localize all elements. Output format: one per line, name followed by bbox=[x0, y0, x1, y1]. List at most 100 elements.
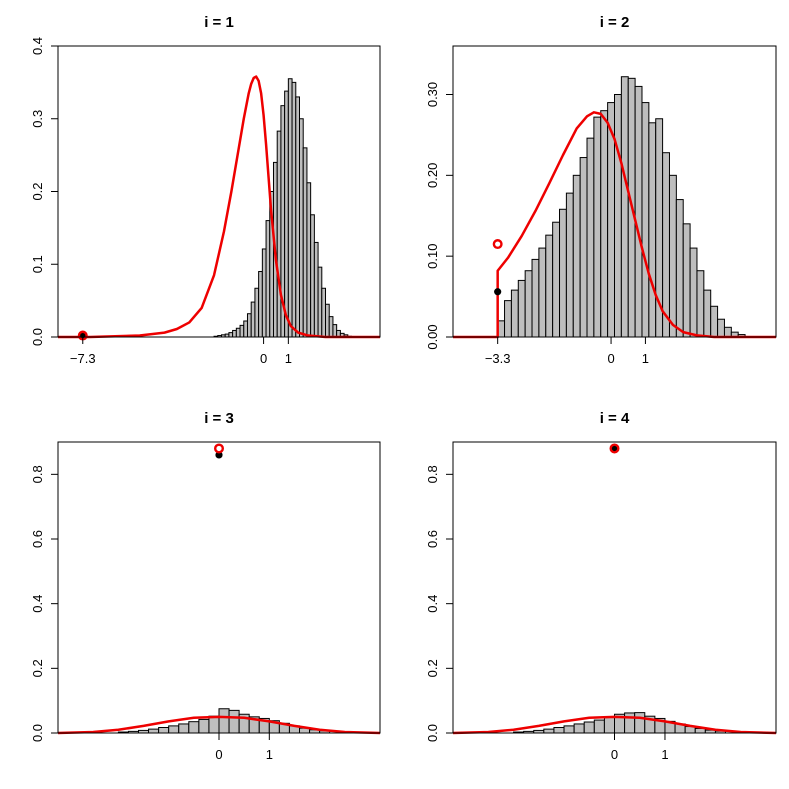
panel-title: i = 1 bbox=[204, 14, 234, 31]
panel-title: i = 3 bbox=[204, 410, 234, 427]
y-tick-label: 0.4 bbox=[425, 595, 440, 613]
histogram-bar bbox=[553, 727, 565, 734]
histogram-bar bbox=[232, 329, 237, 338]
histogram-bar bbox=[228, 709, 240, 734]
histogram-bar bbox=[276, 130, 282, 338]
histogram-bar bbox=[682, 223, 691, 338]
y-tick-label: 0.8 bbox=[30, 465, 45, 483]
x-tick-label: 1 bbox=[285, 351, 292, 366]
histogram-bar bbox=[559, 208, 567, 338]
histogram-bar bbox=[302, 147, 308, 338]
histogram-bar bbox=[178, 723, 190, 734]
histogram-bar bbox=[332, 324, 338, 338]
x-tick-label: 1 bbox=[266, 747, 273, 762]
histogram-bar bbox=[306, 182, 312, 338]
histogram-bar bbox=[703, 289, 712, 338]
histogram-bar bbox=[168, 725, 180, 734]
histogram-bar bbox=[600, 110, 609, 338]
histogram-bar bbox=[624, 712, 636, 734]
histogram-bar bbox=[552, 221, 561, 338]
point-mass-red-circle bbox=[213, 443, 224, 454]
histogram-bar bbox=[543, 728, 555, 734]
histogram-bar bbox=[321, 287, 327, 338]
histogram-bar bbox=[250, 301, 256, 338]
x-tick-label: −3.3 bbox=[485, 351, 511, 366]
panel-title: i = 4 bbox=[600, 410, 630, 427]
histogram-bar bbox=[565, 192, 574, 338]
x-tick-label: 0 bbox=[607, 351, 614, 366]
density-curve bbox=[58, 75, 380, 339]
histogram-bar bbox=[696, 270, 705, 338]
histogram-bar bbox=[641, 102, 650, 338]
histogram-bar bbox=[572, 174, 581, 338]
histogram-bar bbox=[563, 725, 575, 734]
histogram-bar bbox=[310, 214, 315, 338]
density-curve bbox=[452, 715, 777, 735]
plot-frame bbox=[452, 441, 777, 734]
histogram-bar bbox=[208, 715, 220, 734]
y-tick-label: 0.2 bbox=[30, 182, 45, 200]
histogram-bar bbox=[668, 174, 677, 338]
histogram-bar bbox=[593, 116, 602, 338]
histogram-bar bbox=[538, 247, 547, 338]
histogram-bar bbox=[620, 76, 629, 338]
y-tick-label: 0.00 bbox=[425, 324, 440, 349]
histogram-bar bbox=[723, 326, 732, 338]
histogram-bar bbox=[614, 94, 622, 338]
panel-4: 0.0 0.2 0.4 0.6 0.8 0 1 i = 4 bbox=[425, 410, 777, 762]
histogram-bar bbox=[593, 719, 605, 734]
histogram-bar bbox=[675, 199, 684, 338]
x-tick-label: −7.3 bbox=[70, 351, 96, 366]
y-tick-label: 0.4 bbox=[30, 37, 45, 55]
panel-1: 0.0 0.1 0.2 0.3 0.4 −7.3 0 1 i = 1 bbox=[30, 14, 381, 366]
y-tick-label: 0.0 bbox=[425, 724, 440, 742]
plot-frame bbox=[57, 441, 381, 734]
histogram-bar bbox=[545, 234, 554, 338]
histogram-bar bbox=[583, 721, 595, 734]
y-tick-label: 0.2 bbox=[425, 659, 440, 677]
plot-frame bbox=[452, 45, 777, 338]
histogram-bar bbox=[573, 723, 585, 734]
histogram-bar bbox=[295, 96, 300, 338]
histogram-bar bbox=[662, 152, 670, 338]
x-tick-label: 1 bbox=[661, 747, 668, 762]
point-mass-red-circle bbox=[492, 239, 503, 250]
point-mass-black-dot bbox=[494, 288, 502, 296]
histogram-bar bbox=[218, 708, 230, 734]
histogram-bar bbox=[254, 287, 260, 338]
histogram-bar bbox=[158, 727, 170, 734]
x-tick-label: 0 bbox=[260, 351, 267, 366]
panel-title: i = 2 bbox=[600, 14, 630, 31]
density-curve bbox=[453, 111, 776, 339]
histogram-bar bbox=[510, 289, 519, 338]
y-tick-label: 0.6 bbox=[425, 530, 440, 548]
y-tick-label: 0.6 bbox=[30, 530, 45, 548]
histogram-bar bbox=[148, 728, 160, 734]
y-tick-label: 0.30 bbox=[425, 82, 440, 107]
x-tick-label: 0 bbox=[215, 747, 222, 762]
histogram-bar bbox=[717, 318, 725, 338]
histogram-bar bbox=[228, 332, 234, 338]
histogram-bar bbox=[531, 258, 540, 338]
histogram-bar bbox=[328, 316, 334, 338]
histogram-bar bbox=[317, 266, 323, 338]
histogram-bar bbox=[603, 716, 615, 734]
y-tick-label: 0.20 bbox=[425, 163, 440, 188]
histogram-bar bbox=[710, 305, 719, 338]
histogram-bar bbox=[648, 122, 657, 338]
histogram-bar bbox=[188, 721, 200, 734]
histogram-bar bbox=[265, 220, 271, 338]
histogram-bar bbox=[243, 320, 248, 338]
point-mass-black-dot bbox=[610, 444, 619, 453]
histogram-bar bbox=[239, 324, 245, 338]
histogram-bar bbox=[325, 303, 330, 338]
histogram-bar bbox=[198, 718, 210, 734]
histogram-bar bbox=[246, 313, 252, 338]
histogram-bar bbox=[517, 279, 526, 338]
histogram-bar bbox=[634, 85, 643, 338]
point-mass-black-dot bbox=[215, 451, 223, 459]
histogram-bar bbox=[261, 248, 267, 338]
y-tick-label: 0.1 bbox=[30, 255, 45, 273]
y-tick-label: 0.10 bbox=[425, 244, 440, 269]
histogram-bar bbox=[235, 327, 241, 338]
